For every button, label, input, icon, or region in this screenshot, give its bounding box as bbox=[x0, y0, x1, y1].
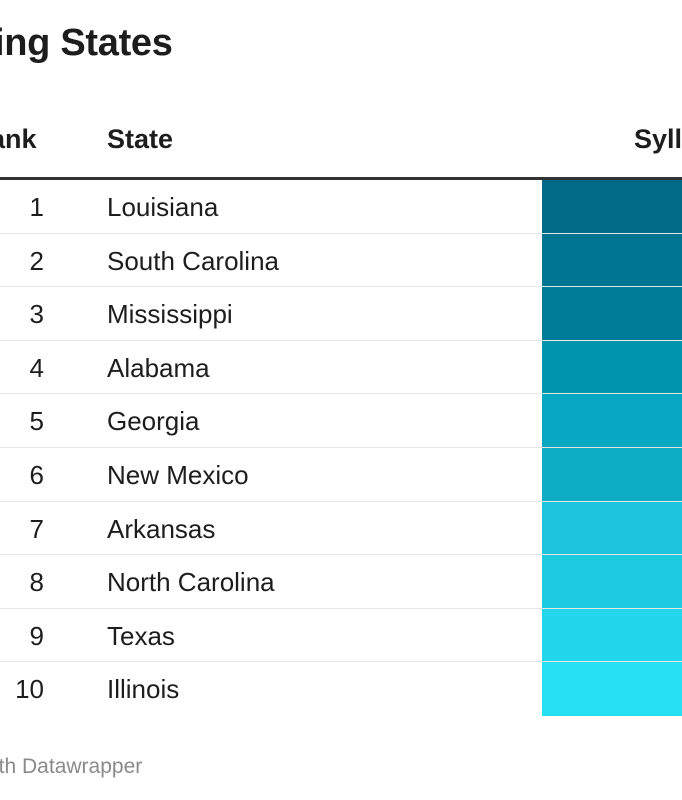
state-cell: Alabama bbox=[107, 352, 210, 383]
header-divider bbox=[0, 177, 682, 180]
state-cell: New Mexico bbox=[107, 459, 249, 490]
rank-cell: 2 bbox=[29, 245, 44, 276]
table-row: 10 Illinois bbox=[0, 662, 682, 716]
table-row: 7 Arkansas bbox=[0, 501, 682, 556]
state-cell: Illinois bbox=[107, 674, 180, 705]
table-row: 1 Louisiana bbox=[0, 180, 682, 234]
rank-cell: 1 bbox=[29, 192, 44, 222]
state-cell: Arkansas bbox=[107, 513, 216, 544]
value-heat-cell bbox=[542, 340, 682, 394]
value-heat-cell bbox=[542, 608, 682, 662]
value-heat-cell bbox=[542, 180, 682, 233]
state-cell: South Carolina bbox=[107, 245, 279, 276]
table-body: 1 Louisiana 2 South Carolina 3 Mississippi 4 Al… bbox=[0, 180, 682, 716]
rank-cell: 5 bbox=[29, 406, 44, 437]
value-heat-cell bbox=[542, 662, 682, 716]
column-header-state[interactable]: State bbox=[107, 124, 174, 154]
rank-cell: 4 bbox=[29, 352, 44, 383]
state-cell: Louisiana bbox=[107, 192, 219, 222]
table-row: 3 Mississippi bbox=[0, 287, 682, 341]
rank-cell: 10 bbox=[15, 674, 44, 705]
rank-cell: 7 bbox=[29, 513, 44, 544]
rank-cell: 6 bbox=[29, 459, 44, 490]
table-row: 5 Georgia bbox=[0, 394, 682, 448]
table-row: 9 Texas bbox=[0, 608, 682, 663]
state-cell: Texas bbox=[107, 620, 175, 651]
rank-cell: 9 bbox=[29, 620, 44, 651]
value-heat-cell bbox=[542, 555, 682, 608]
value-heat-cell bbox=[542, 287, 682, 340]
table-row: 8 North Carolina bbox=[0, 555, 682, 609]
value-heat-cell bbox=[542, 394, 682, 447]
table-row: 6 New Mexico bbox=[0, 447, 682, 502]
table-row: 2 South Carolina bbox=[0, 233, 682, 288]
column-header-rank[interactable]: ank bbox=[0, 124, 37, 154]
value-heat-cell bbox=[542, 501, 682, 555]
rank-cell: 3 bbox=[29, 299, 44, 330]
rank-cell: 8 bbox=[29, 567, 44, 598]
state-cell: Georgia bbox=[107, 406, 200, 437]
footer-credit: ith Datawrapper bbox=[0, 755, 143, 778]
state-cell: Mississippi bbox=[107, 299, 233, 330]
table-row: 4 Alabama bbox=[0, 340, 682, 395]
column-header-value[interactable]: Syll bbox=[634, 124, 682, 154]
value-heat-cell bbox=[542, 233, 682, 287]
state-cell: North Carolina bbox=[107, 567, 275, 598]
chart-title: ing States bbox=[0, 22, 173, 64]
value-heat-cell bbox=[542, 447, 682, 501]
